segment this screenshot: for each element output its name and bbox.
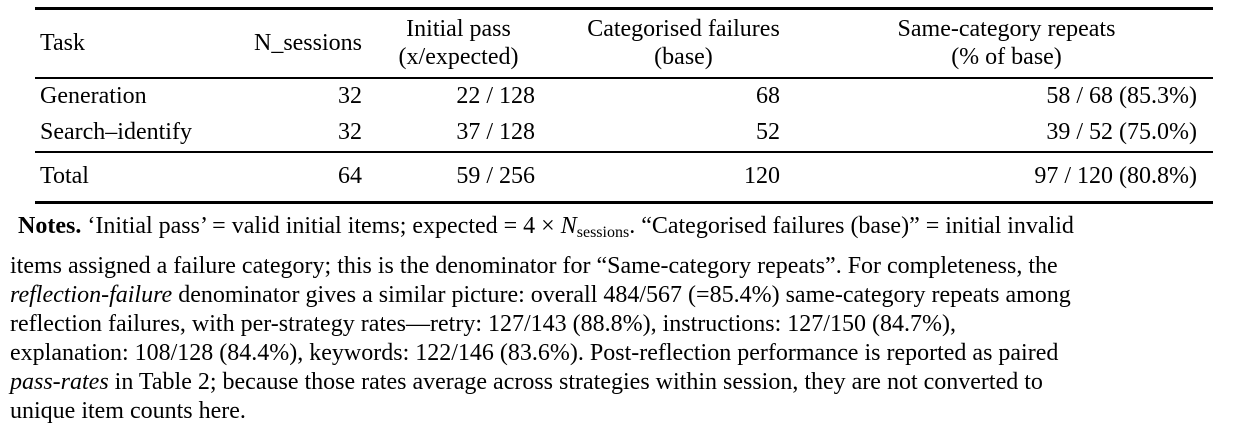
header-categorised-failures-line2: (base) <box>654 44 713 71</box>
header-task-label: Task <box>40 30 85 57</box>
table-header-row: Task N_sessions Initial pass (x/expected… <box>35 9 1213 78</box>
cell-n-sessions: 32 <box>338 83 362 109</box>
cell-task: Generation <box>40 83 147 109</box>
table-row-generation: Generation 32 22 / 128 68 58 / 68 (85.3%… <box>35 78 1213 115</box>
notes-label: Notes. <box>18 213 82 239</box>
notes-line: explanation: 108/128 (84.4%), keywords: … <box>10 339 1225 368</box>
notes-line: items assigned a failure category; this … <box>10 252 1225 281</box>
cell-same-category-repeats-total: 97 / 120 (80.8%) <box>1034 163 1197 190</box>
notes-text: unique item counts here. <box>10 398 246 424</box>
notes-line: reflection failures, with per-strategy r… <box>10 310 1225 339</box>
notes-subscript-sessions: sessions <box>576 224 630 241</box>
cell-same-category-repeats: 58 / 68 (85.3%) <box>1046 83 1197 109</box>
notes-emphasis: reflection-failure <box>10 282 173 308</box>
table-notes: Notes. ‘Initial pass’ = valid initial it… <box>10 212 1225 426</box>
notes-text: explanation: 108/128 (84.4%), keywords: … <box>10 340 1059 366</box>
header-categorised-failures-line1: Categorised failures <box>587 16 780 43</box>
results-table-container: Task N_sessions Initial pass (x/expected… <box>35 7 1213 204</box>
table-row-total: Total 64 59 / 256 120 97 / 120 (80.8%) <box>35 152 1213 203</box>
cell-task-total: Total <box>40 163 89 190</box>
header-same-category-repeats: Same-category repeats (% of base) <box>800 9 1213 78</box>
header-initial-pass-line1: Initial pass <box>406 16 511 43</box>
notes-line: unique item counts here. <box>10 397 1225 426</box>
notes-text: items assigned a failure category; this … <box>10 253 1058 279</box>
header-task: Task <box>35 9 240 78</box>
notes-math-n: N <box>560 213 577 239</box>
notes-text: ‘Initial pass’ = valid initial items; ex… <box>81 213 561 239</box>
header-same-category-repeats-line1: Same-category repeats <box>897 16 1116 43</box>
notes-line: pass-rates in Table 2; because those rat… <box>10 368 1225 397</box>
cell-initial-pass: 22 / 128 <box>456 83 535 109</box>
notes-text: reflection failures, with per-strategy r… <box>10 311 956 337</box>
notes-text: in Table 2; because those rates average … <box>108 369 1043 395</box>
notes-text: . “Categorised failures (base)” = initia… <box>629 213 1074 239</box>
header-categorised-failures: Categorised failures (base) <box>547 9 800 78</box>
header-initial-pass-line2: (x/expected) <box>398 44 519 71</box>
cell-task: Search–identify <box>40 119 192 145</box>
header-same-category-repeats-line2: (% of base) <box>951 44 1062 71</box>
notes-emphasis: pass-rates <box>10 369 109 395</box>
cell-categorised-failures-total: 120 <box>744 163 780 190</box>
results-table: Task N_sessions Initial pass (x/expected… <box>35 7 1213 204</box>
table-row-search-identify: Search–identify 32 37 / 128 52 39 / 52 (… <box>35 115 1213 152</box>
cell-n-sessions-total: 64 <box>338 163 362 190</box>
cell-n-sessions: 32 <box>338 119 362 145</box>
notes-line: reflection-failure denominator gives a s… <box>10 281 1225 310</box>
header-initial-pass: Initial pass (x/expected) <box>370 9 547 78</box>
header-n-sessions-label: N_sessions <box>253 30 362 57</box>
notes-text: denominator gives a similar picture: ove… <box>172 282 1071 308</box>
header-n-sessions: N_sessions <box>240 9 370 78</box>
notes-line: Notes. ‘Initial pass’ = valid initial it… <box>10 212 1225 247</box>
cell-same-category-repeats: 39 / 52 (75.0%) <box>1046 119 1197 145</box>
cell-categorised-failures: 68 <box>756 83 780 109</box>
cell-initial-pass: 37 / 128 <box>456 119 535 145</box>
cell-initial-pass-total: 59 / 256 <box>456 163 535 190</box>
cell-categorised-failures: 52 <box>756 119 780 145</box>
